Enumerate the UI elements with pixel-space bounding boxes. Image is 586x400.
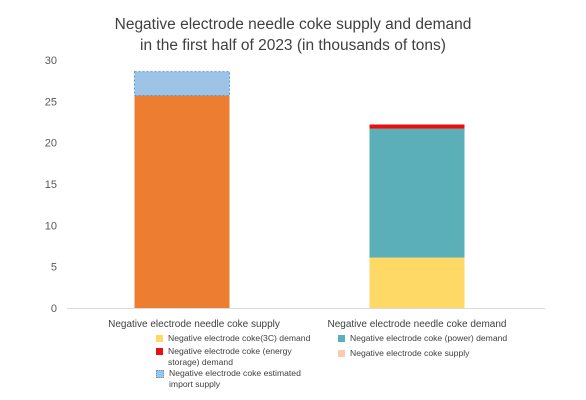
legend-item-3c-demand: Negative electrode coke(3C) demand [156,333,356,344]
legend-label-import-supply: Negative electrode coke estimated import… [169,368,301,389]
y-tick-label: 10 [45,220,57,232]
legend-item-power-demand: Negative electrode coke (power) demand [338,333,558,344]
legend-label-storage-demand: Negative electrode coke (energy storage)… [168,346,292,367]
y-tick-label: 25 [45,96,57,108]
y-tick-label: 20 [45,138,57,150]
x-category-label: Negative electrode needle coke demand [327,319,506,330]
chart-title: Negative electrode needle coke supply an… [0,14,586,56]
y-tick-label: 30 [45,55,57,67]
legend-swatch-import-supply [156,370,164,378]
x-category-label: Negative electrode needle coke supply [108,319,280,330]
bar-segment-supply [134,95,230,309]
y-tick-label: 5 [51,262,57,274]
legend-item-supply: Negative electrode coke supply [338,348,558,359]
legend-label-supply: Negative electrode coke supply [350,348,470,358]
bar-segment-storage-demand [369,124,465,129]
legend-swatch-storage-demand [156,348,163,355]
legend-label-power-demand: Negative electrode coke (power) demand [350,333,508,343]
chart-title-line-2: in the first half of 2023 (in thousands … [140,37,446,54]
bar-segment-power-demand [369,128,465,258]
legend-label-3c-demand: Negative electrode coke(3C) demand [168,333,311,343]
bar-segment-import-supply [134,71,230,97]
y-tick-label: 15 [45,179,57,191]
legend-swatch-supply [338,350,345,357]
legend-item-import-supply: Negative electrode coke estimated import… [156,368,326,390]
y-tick-label: 0 [51,303,57,315]
legend-item-storage-demand: Negative electrode coke (energy storage)… [156,346,321,368]
legend-swatch-power-demand [338,335,345,342]
chart-title-line-1: Negative electrode needle coke supply an… [114,16,472,33]
bar-segment-3c-demand [369,257,465,308]
legend-swatch-3c-demand [156,335,163,342]
